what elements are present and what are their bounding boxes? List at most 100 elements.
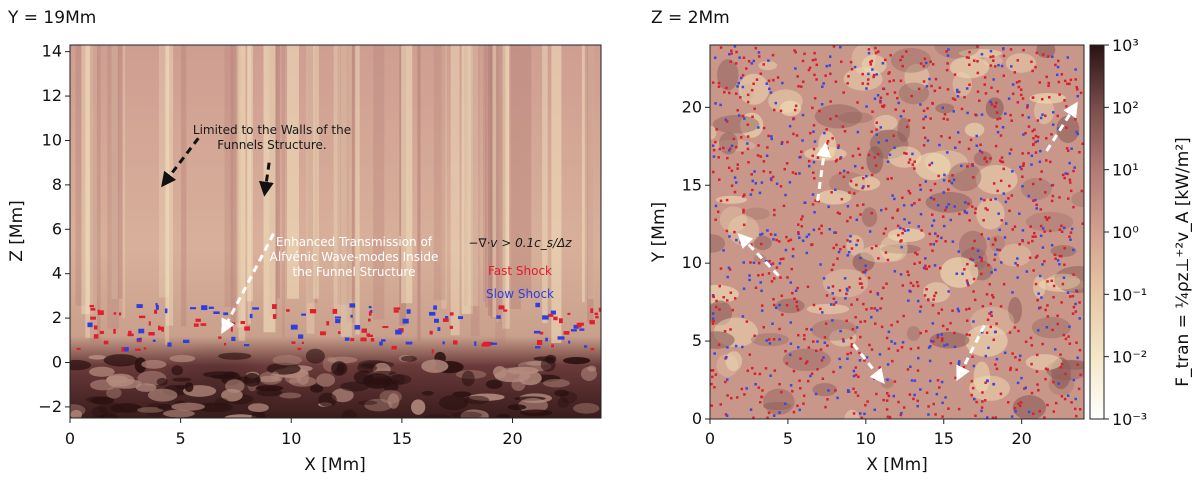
fast-shock-marker xyxy=(865,308,868,311)
fast-shock-marker xyxy=(946,328,949,331)
fast-shock-marker xyxy=(905,152,908,155)
fast-shock-marker xyxy=(1056,322,1059,326)
heatmap-streak xyxy=(89,45,101,343)
fast-shock-marker xyxy=(998,159,1002,162)
fast-shock-marker xyxy=(991,55,995,58)
fast-shock-marker xyxy=(835,158,839,162)
fast-shock-marker xyxy=(734,92,738,95)
slow-shock-marker xyxy=(742,287,746,290)
fast-shock-marker xyxy=(856,394,860,398)
convection-blob xyxy=(367,378,400,386)
fast-shock-marker xyxy=(885,282,888,285)
slow-shock-marker xyxy=(1010,415,1014,418)
fast-shock-marker xyxy=(1011,352,1014,355)
convection-blob xyxy=(496,413,511,418)
fast-shock-marker xyxy=(984,92,988,95)
slow-shock-marker xyxy=(1030,163,1033,166)
fast-shock-marker xyxy=(890,176,893,180)
slow-shock-marker xyxy=(865,87,868,90)
fast-shock-marker xyxy=(757,386,761,389)
convection-blob xyxy=(573,403,600,414)
fast-shock-marker xyxy=(854,373,858,377)
fast-shock-marker xyxy=(563,331,570,335)
fast-shock-marker xyxy=(988,282,992,286)
slow-shock-marker xyxy=(918,310,922,313)
slow-shock-marker xyxy=(759,281,762,284)
fast-shock-marker xyxy=(589,320,595,325)
fast-shock-marker xyxy=(90,316,96,320)
x-tick-label: 15 xyxy=(934,429,954,448)
fast-shock-marker xyxy=(963,268,966,271)
slow-shock-marker xyxy=(820,103,824,106)
fast-shock-marker xyxy=(1057,80,1061,84)
fast-shock-marker xyxy=(148,321,151,326)
slow-shock-marker xyxy=(951,240,955,243)
fast-shock-marker xyxy=(719,403,722,406)
fast-shock-marker xyxy=(338,331,341,335)
fast-shock-marker xyxy=(825,142,829,145)
fast-shock-marker xyxy=(113,328,116,334)
fast-shock-marker xyxy=(944,208,947,212)
fast-shock-marker xyxy=(244,326,250,331)
fast-shock-marker xyxy=(859,320,862,324)
convection-blob xyxy=(460,409,489,418)
fast-shock-marker xyxy=(1068,235,1071,238)
fast-shock-marker xyxy=(769,233,773,236)
fast-shock-marker xyxy=(813,51,816,55)
fast-shock-marker xyxy=(968,83,971,86)
slow-shock-marker xyxy=(916,404,919,408)
fast-shock-marker xyxy=(886,258,890,262)
fast-shock-marker xyxy=(893,91,897,94)
y-tick-label: 15 xyxy=(682,175,702,194)
fast-shock-marker xyxy=(859,213,862,216)
slow-shock-marker xyxy=(819,263,822,266)
slow-shock-marker xyxy=(760,289,763,293)
slow-shock-marker xyxy=(711,317,715,320)
fast-shock-marker xyxy=(1069,189,1073,193)
fast-shock-marker xyxy=(772,108,776,112)
fast-shock-marker xyxy=(849,179,853,183)
y-tick-label: −2 xyxy=(38,397,62,416)
fast-shock-marker xyxy=(941,324,945,328)
fast-shock-marker xyxy=(830,191,833,194)
fast-shock-marker xyxy=(1072,169,1075,173)
fast-shock-marker xyxy=(792,117,796,120)
slow-shock-marker xyxy=(1019,165,1022,169)
fast-shock-marker xyxy=(994,144,998,148)
fast-shock-marker xyxy=(983,76,987,79)
heatmap-streak xyxy=(81,45,94,315)
fast-shock-marker xyxy=(713,385,716,389)
fast-shock-marker xyxy=(934,77,938,81)
y-tick-label: 12 xyxy=(42,86,62,105)
fast-shock-marker xyxy=(751,366,754,370)
fast-shock-marker xyxy=(842,245,846,249)
fast-shock-marker xyxy=(953,331,956,335)
x-tick-label: 0 xyxy=(65,429,75,448)
fast-shock-marker xyxy=(776,76,780,79)
slow-shock-marker xyxy=(957,250,960,253)
convection-blob xyxy=(421,390,434,396)
fast-shock-marker xyxy=(1058,196,1061,199)
fast-shock-marker xyxy=(350,338,355,342)
fast-shock-marker xyxy=(1000,219,1003,222)
fast-shock-marker xyxy=(867,153,871,157)
fast-shock-marker xyxy=(916,369,920,372)
y-tick-label: 8 xyxy=(52,175,62,194)
fast-shock-marker xyxy=(1063,397,1067,401)
slow-shock-marker xyxy=(963,209,967,213)
fast-shock-marker xyxy=(886,392,889,395)
convection-blob xyxy=(169,354,196,363)
fast-shock-marker xyxy=(1021,113,1024,117)
fast-shock-marker xyxy=(860,286,864,289)
fast-shock-marker xyxy=(1030,60,1033,64)
fast-shock-marker xyxy=(726,156,729,160)
heatmap-streak xyxy=(306,45,315,334)
fast-shock-marker xyxy=(913,160,916,163)
fast-shock-marker xyxy=(800,218,803,221)
slow-shock-marker xyxy=(953,205,956,208)
fast-shock-marker xyxy=(730,184,734,187)
slow-shock-marker xyxy=(1057,382,1060,385)
convection-blob xyxy=(137,407,164,413)
heatmap-streak xyxy=(346,45,355,323)
fast-shock-marker xyxy=(728,91,731,95)
